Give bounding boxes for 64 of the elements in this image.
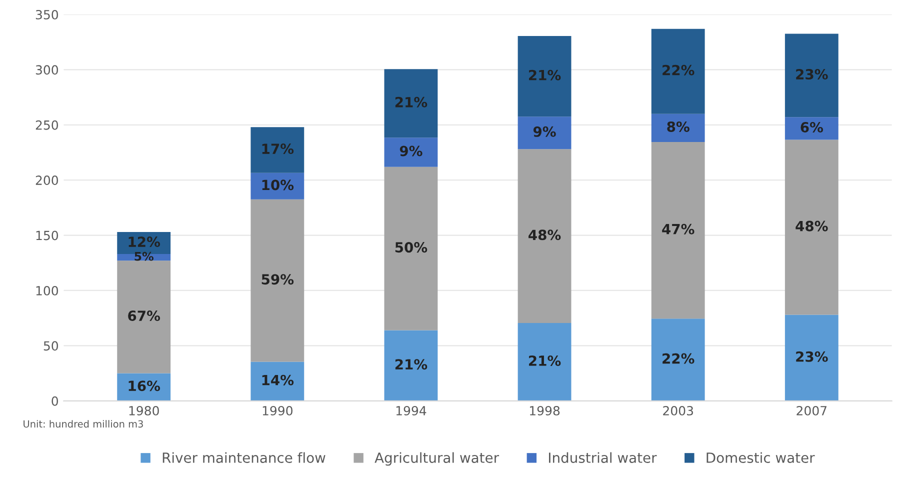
annotation: 67% (128, 310, 160, 322)
x-tick-label: 2007 (796, 406, 826, 416)
bar (518, 323, 572, 401)
legend-label: River maintenance flow (162, 452, 326, 463)
y-tick-label: 200 (36, 176, 58, 186)
legend-label: Industrial water (549, 452, 657, 463)
annotation: 21% (395, 96, 428, 108)
legend-label: Domestic water (706, 452, 815, 463)
annotation: 9% (533, 126, 556, 137)
annotation: 48% (796, 220, 828, 232)
annotation: 22% (662, 353, 694, 364)
bar (384, 69, 438, 138)
y-tick-label: 100 (36, 286, 58, 296)
x-tick-label: 2003 (663, 406, 693, 416)
annotation: 5% (134, 252, 154, 261)
bar (250, 127, 304, 173)
bar (250, 362, 304, 401)
annotation: 48% (528, 230, 561, 240)
annotation: 8% (667, 121, 690, 132)
annotation: 59% (262, 274, 294, 285)
annotation: 9% (400, 146, 422, 156)
y-tick-label: 50 (44, 341, 58, 351)
bar (784, 314, 838, 401)
x-tick-label: 1980 (129, 406, 159, 416)
annotation: 6% (800, 122, 824, 133)
annotation: 16% (128, 380, 160, 392)
bar (250, 172, 304, 200)
bar (384, 138, 438, 167)
annotation: 17% (262, 144, 294, 154)
bar (784, 34, 838, 118)
annotation: 22% (662, 64, 694, 76)
bar (651, 318, 705, 401)
bar (784, 140, 838, 315)
bar (518, 149, 572, 324)
annotation: 14% (262, 374, 294, 386)
bar (784, 117, 838, 140)
x-tick-label: 1990 (262, 406, 292, 416)
bar (384, 166, 438, 330)
annotation: 10% (262, 180, 294, 190)
bar (518, 36, 572, 117)
annotation: 50% (395, 242, 428, 253)
x-tick-label: 1998 (530, 406, 560, 416)
bar (651, 28, 705, 114)
annotation: 47% (662, 224, 694, 234)
bar (518, 116, 572, 150)
bar (384, 330, 438, 401)
y-tick-label: 0 (52, 396, 58, 406)
annotation: 23% (796, 69, 828, 80)
legend-label: Agricultural water (374, 452, 500, 466)
bar (117, 260, 171, 374)
y-tick-label: 150 (36, 230, 58, 240)
annotation: 21% (395, 359, 428, 370)
bar (250, 199, 304, 362)
annotation: 21% (529, 70, 561, 80)
annotation: 12% (128, 236, 160, 248)
text: Unit: hundred million m3 (24, 420, 143, 428)
annotation: 23% (796, 351, 828, 362)
x-tick-label: 1994 (396, 406, 426, 416)
bar (651, 114, 705, 142)
annotation: 21% (529, 356, 561, 366)
bar (651, 142, 705, 319)
y-tick-label: 250 (36, 120, 58, 130)
y-tick-label: 300 (36, 65, 58, 75)
y-tick-label: 350 (36, 10, 58, 20)
